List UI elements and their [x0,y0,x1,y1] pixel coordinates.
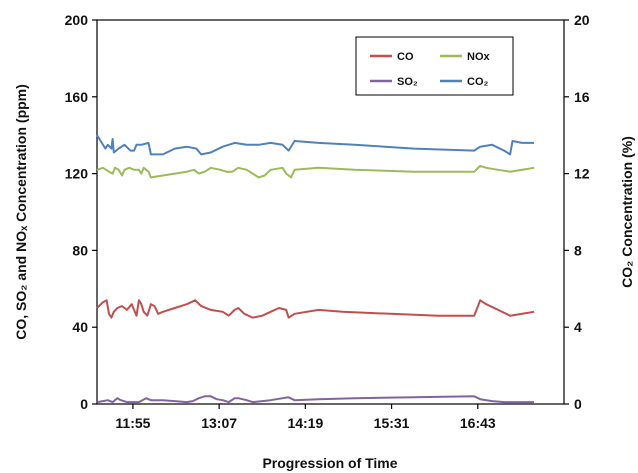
x-tick-label: 13:07 [201,415,237,431]
left-axis: 0 40 80 120 160 200 [65,12,97,412]
x-axis: 11:55 13:07 14:19 15:31 16:43 [115,404,496,431]
legend-label: NOx [467,51,491,63]
legend-label: SO₂ [397,76,418,88]
left-tick-label: 0 [80,396,88,412]
legend-label: CO [397,51,414,63]
series-lines [96,134,535,404]
left-tick-label: 40 [72,319,88,335]
right-axis: 0 4 8 12 16 20 [564,12,590,412]
right-tick-label: 4 [574,319,582,335]
left-tick-label: 80 [72,242,88,258]
series-line-nox [96,164,535,179]
left-axis-title: CO, SO₂ and NOₓ Concentration (ppm) [13,84,29,340]
right-axis-title: CO₂ Concentration (%) [619,136,635,288]
x-tick-label: 16:43 [460,415,496,431]
series-line-co [96,299,535,319]
left-tick-label: 120 [65,166,89,182]
right-tick-label: 20 [574,12,590,28]
legend-label: CO₂ [467,76,489,88]
left-tick-label: 160 [65,89,89,105]
x-tick-label: 15:31 [374,415,410,431]
series-line-so [96,395,535,404]
right-tick-label: 16 [574,89,590,105]
plot-area [96,19,565,405]
x-tick-label: 11:55 [115,415,150,431]
series-line-co [96,134,535,156]
right-tick-label: 8 [574,242,582,258]
x-axis-title: Progression of Time [262,455,397,471]
left-tick-label: 200 [65,12,89,28]
x-tick-label: 14:19 [287,415,323,431]
right-tick-label: 0 [574,396,582,412]
legend: CO NOx SO₂ CO₂ [355,36,514,96]
right-tick-label: 12 [574,166,590,182]
legend-box [355,36,514,96]
